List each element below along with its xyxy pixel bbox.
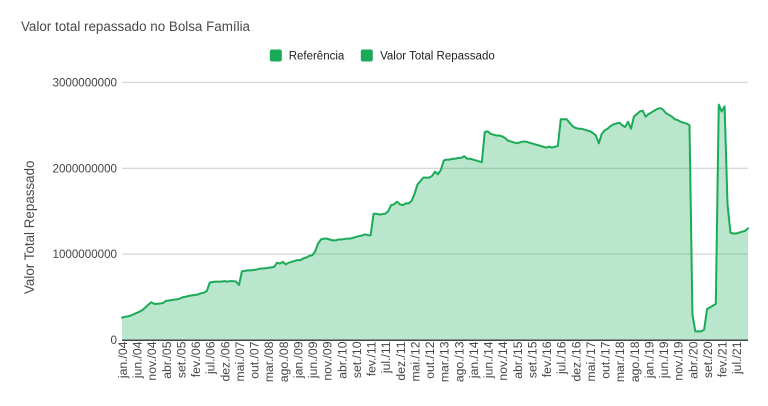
svg-text:nov./19: nov./19 <box>672 341 686 380</box>
svg-text:mar./08: mar./08 <box>262 341 276 382</box>
svg-text:jul./21: jul./21 <box>730 341 744 375</box>
svg-text:jul./06: jul./06 <box>204 341 218 375</box>
svg-text:fev./16: fev./16 <box>540 341 554 377</box>
svg-text:fev./21: fev./21 <box>716 341 730 377</box>
svg-text:abr./15: abr./15 <box>511 341 525 378</box>
svg-text:1000000000: 1000000000 <box>53 248 117 261</box>
svg-text:mai./12: mai./12 <box>408 341 422 381</box>
svg-text:set./15: set./15 <box>525 341 539 378</box>
svg-text:set./10: set./10 <box>350 341 364 378</box>
svg-text:nov./14: nov./14 <box>496 341 510 380</box>
svg-text:abr./20: abr./20 <box>686 341 700 378</box>
svg-text:mar./18: mar./18 <box>613 341 627 382</box>
svg-text:jun./19: jun./19 <box>657 341 671 379</box>
svg-text:Valor Total Repassado: Valor Total Repassado <box>380 51 495 63</box>
svg-text:dez./11: dez./11 <box>394 341 408 380</box>
svg-text:jan./09: jan./09 <box>291 341 305 379</box>
svg-text:Valor total repassado no Bolsa: Valor total repassado no Bolsa Família <box>21 19 251 34</box>
svg-text:jun./14: jun./14 <box>482 341 496 379</box>
svg-text:jul./16: jul./16 <box>555 341 569 375</box>
svg-text:Referência: Referência <box>289 51 345 63</box>
svg-text:jan./19: jan./19 <box>642 341 656 379</box>
svg-text:jul./11: jul./11 <box>379 341 393 374</box>
svg-text:fev./06: fev./06 <box>189 341 203 377</box>
svg-text:jan./04: jan./04 <box>116 341 130 379</box>
svg-text:nov./09: nov./09 <box>321 341 335 380</box>
svg-text:jan./14: jan./14 <box>467 341 481 379</box>
svg-text:set./20: set./20 <box>701 341 715 378</box>
svg-text:dez./06: dez./06 <box>218 341 232 381</box>
svg-text:out./12: out./12 <box>423 341 437 378</box>
svg-text:2000000000: 2000000000 <box>53 162 117 175</box>
svg-text:Valor Total Repassado: Valor Total Repassado <box>22 161 37 295</box>
svg-text:ago./18: ago./18 <box>628 341 642 382</box>
svg-text:3000000000: 3000000000 <box>53 76 117 89</box>
svg-text:0: 0 <box>111 334 117 347</box>
svg-text:mar./13: mar./13 <box>438 341 452 382</box>
svg-text:nov./04: nov./04 <box>145 341 159 380</box>
svg-text:dez./16: dez./16 <box>569 341 583 381</box>
svg-text:out./07: out./07 <box>248 341 262 378</box>
svg-text:set./05: set./05 <box>174 341 188 378</box>
svg-text:mai./07: mai./07 <box>233 341 247 381</box>
svg-text:abr./10: abr./10 <box>335 341 349 378</box>
svg-text:ago./08: ago./08 <box>277 341 291 382</box>
svg-text:ago./13: ago./13 <box>452 341 466 382</box>
svg-text:out./17: out./17 <box>599 341 613 378</box>
svg-text:abr./05: abr./05 <box>160 341 174 378</box>
svg-text:mai./17: mai./17 <box>584 341 598 381</box>
svg-text:jun./04: jun./04 <box>131 341 145 379</box>
svg-text:fev./11: fev./11 <box>365 341 379 376</box>
svg-text:jun./09: jun./09 <box>306 341 320 379</box>
